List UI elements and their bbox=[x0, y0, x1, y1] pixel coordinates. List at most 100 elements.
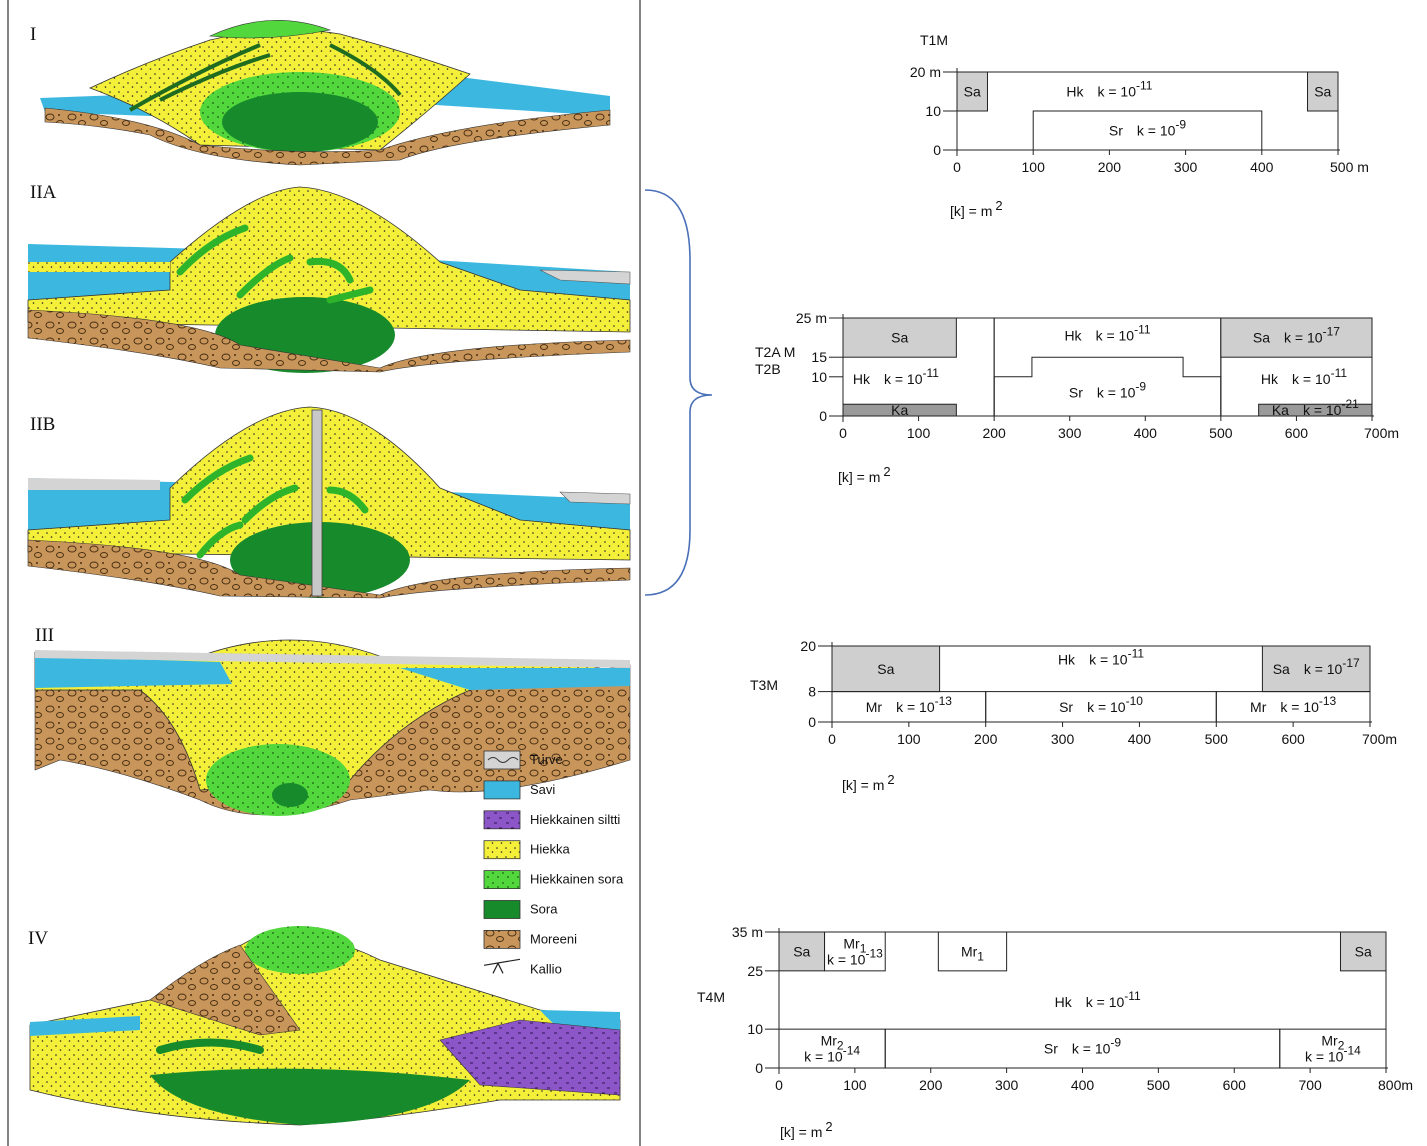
x-tick-label: 200 bbox=[1098, 159, 1122, 175]
unit-exp: 2 bbox=[883, 464, 890, 479]
x-tick-label: 0 bbox=[953, 159, 961, 175]
region-k-base: k = 10 bbox=[1072, 1041, 1111, 1057]
region-label: Hkk = 10-11 bbox=[1261, 366, 1347, 387]
region-k-exp: -13 bbox=[865, 946, 883, 960]
x-tick-label: 800m bbox=[1378, 1077, 1413, 1093]
legend-swatch bbox=[484, 781, 520, 799]
legend-swatch bbox=[484, 871, 520, 889]
region-name: Sa bbox=[891, 330, 908, 346]
legend-swatch bbox=[484, 841, 520, 859]
y-tick-label: 20 m bbox=[910, 64, 941, 80]
region-k-exp: -14 bbox=[843, 1044, 861, 1058]
region-k-exp: -11 bbox=[923, 366, 940, 380]
region-name: Sr bbox=[1109, 123, 1123, 139]
model-name: T3M bbox=[750, 677, 778, 693]
diagram: I IIA IIB III IV TurveSaviHiekkainen sil… bbox=[0, 0, 1427, 1146]
legend-label: Savi bbox=[530, 782, 555, 797]
legend-label: Hiekka bbox=[530, 842, 571, 857]
region-k-exp: -21 bbox=[1341, 397, 1359, 411]
legend-swatch bbox=[484, 811, 520, 829]
legend-label: Hiekkainen sora bbox=[530, 872, 624, 887]
y-tick-label: 0 bbox=[808, 714, 816, 730]
y-tick-label: 10 bbox=[925, 103, 941, 119]
region-k-base: k = 10 bbox=[1292, 371, 1331, 387]
region-k-exp: -17 bbox=[1342, 656, 1360, 670]
x-tick-label: 700m bbox=[1364, 425, 1399, 441]
x-tick-label: 0 bbox=[775, 1077, 783, 1093]
region-name: Mr bbox=[1250, 699, 1267, 715]
section-label: III bbox=[35, 625, 54, 646]
region-name: Mr bbox=[961, 943, 978, 959]
unit-base: [k] = m bbox=[950, 203, 992, 219]
region-label: Sa bbox=[1355, 943, 1372, 959]
y-tick-label: 15 bbox=[811, 349, 827, 365]
y-tick-label: 0 bbox=[819, 408, 827, 424]
unit-exp: 2 bbox=[825, 1119, 832, 1134]
x-tick-label: 200 bbox=[974, 731, 998, 747]
region-k-exp: -11 bbox=[1134, 323, 1151, 337]
x-tick-label: 600 bbox=[1223, 1077, 1247, 1093]
region-name: Mr bbox=[866, 699, 883, 715]
region-k-base: k = 10 bbox=[1097, 84, 1136, 100]
x-tick-label: 100 bbox=[907, 425, 931, 441]
model-diagram: Hkk = 10-11SaMr1k = 10-13Mr1SaMr2k = 10-… bbox=[697, 924, 1413, 1140]
x-tick-label: 200 bbox=[982, 425, 1006, 441]
y-tick-label: 25 bbox=[747, 963, 763, 979]
region-k-base: k = 10 bbox=[1089, 651, 1128, 667]
region-name: Hk bbox=[1055, 994, 1073, 1010]
region-k-exp: -14 bbox=[1343, 1044, 1361, 1058]
x-tick-label: 100 bbox=[897, 731, 921, 747]
region-k-exp: -11 bbox=[1136, 79, 1153, 93]
region-k-exp: -9 bbox=[1110, 1036, 1121, 1050]
x-tick-label: 0 bbox=[839, 425, 847, 441]
model-name: T1M bbox=[920, 32, 948, 48]
region-k-base: k = 10 bbox=[804, 1049, 843, 1065]
x-tick-label: 200 bbox=[919, 1077, 943, 1093]
section-label: IIB bbox=[30, 414, 55, 435]
region-name: Sa bbox=[1355, 943, 1372, 959]
region-label: Sa bbox=[793, 943, 810, 959]
x-tick-label: 300 bbox=[995, 1077, 1019, 1093]
unit-exp: 2 bbox=[995, 198, 1002, 213]
legend-label: Hiekkainen siltti bbox=[530, 812, 620, 827]
model-name: T4M bbox=[697, 989, 725, 1005]
y-tick-label: 0 bbox=[933, 142, 941, 158]
region-name: Mr bbox=[843, 935, 860, 951]
region-k-exp: -13 bbox=[1319, 694, 1337, 708]
legend-swatch bbox=[484, 751, 520, 769]
legend-label: Kallio bbox=[530, 961, 562, 976]
region-k-base: k = 10 bbox=[1137, 123, 1176, 139]
region-k-exp: -17 bbox=[1323, 325, 1341, 339]
region-k-exp: -11 bbox=[1124, 989, 1141, 1003]
region-name: Mr bbox=[1321, 1033, 1338, 1049]
region-k-exp: -9 bbox=[1135, 379, 1146, 393]
model-diagram: Hkk = 10-11Srk = 10-9SaSa010020030040050… bbox=[910, 32, 1369, 219]
legend-swatch bbox=[484, 930, 520, 948]
x-tick-label: 300 bbox=[1051, 731, 1075, 747]
region-name: Sa bbox=[964, 84, 981, 100]
x-tick-label: 700m bbox=[1362, 731, 1397, 747]
region-label: Sa bbox=[964, 84, 981, 100]
unit-base: [k] = m bbox=[780, 1124, 822, 1140]
region-name: Sr bbox=[1059, 699, 1073, 715]
model-name: T2B bbox=[755, 361, 781, 377]
x-tick-label: 500 m bbox=[1330, 159, 1369, 175]
region-k-base: k = 10 bbox=[827, 951, 866, 967]
y-tick-label: 20 bbox=[800, 638, 816, 654]
model-diagram: Hkk = 10-11SaKaHkk = 10-11Srk = 10-9Hkk … bbox=[755, 310, 1399, 485]
legend-label: Sora bbox=[530, 902, 558, 917]
region-name: Sa bbox=[793, 943, 810, 959]
region-label: Hkk = 10-11 bbox=[1064, 323, 1150, 344]
y-tick-label: 25 m bbox=[796, 310, 827, 326]
region-subscript: 1 bbox=[977, 949, 984, 963]
x-tick-label: 100 bbox=[1022, 159, 1046, 175]
